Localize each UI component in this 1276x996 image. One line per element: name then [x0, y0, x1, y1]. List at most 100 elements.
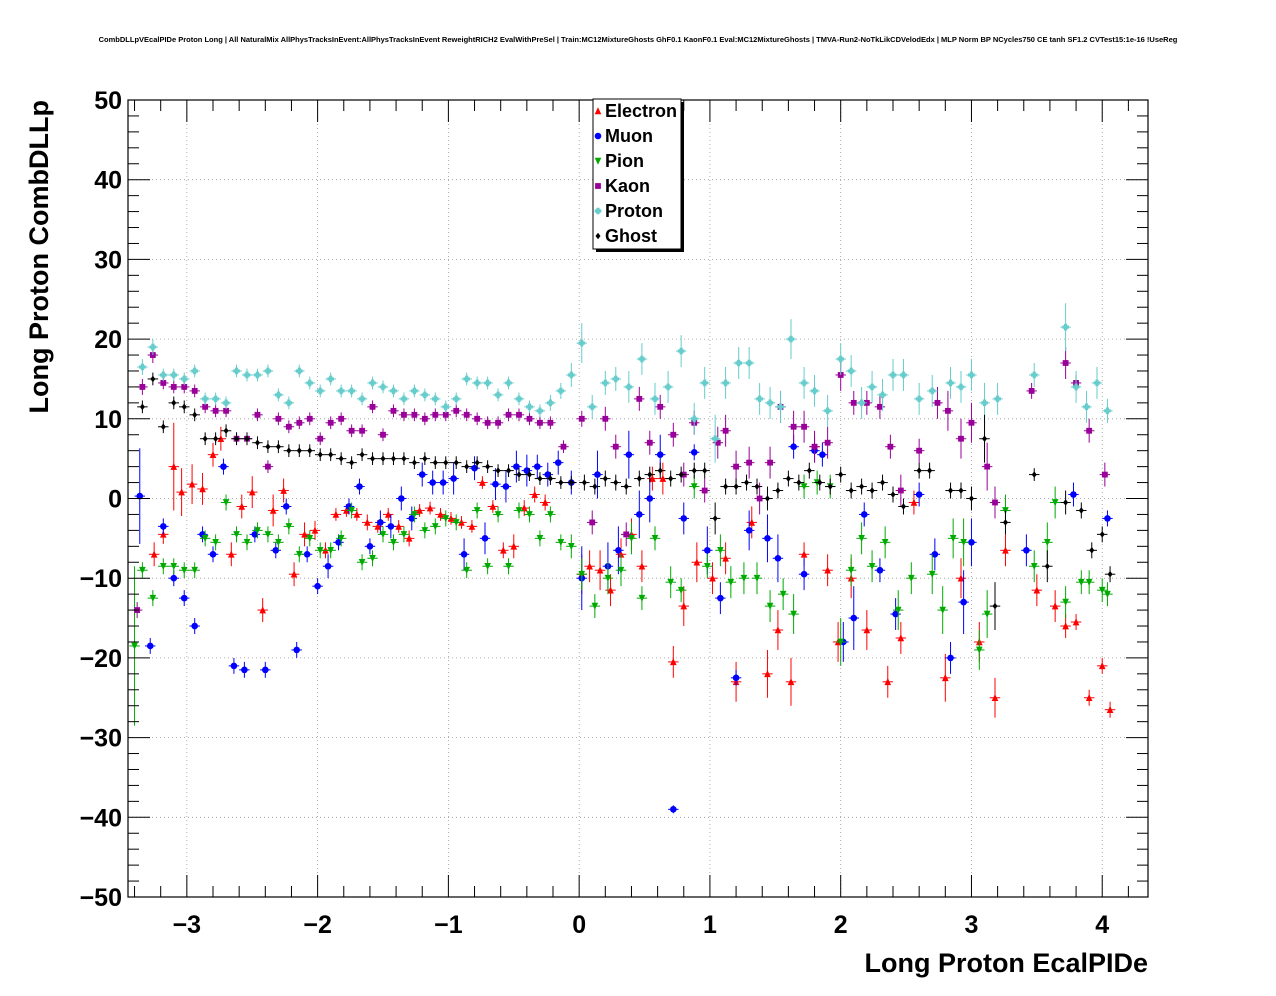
data-point-kaon: [578, 415, 585, 422]
data-point-kaon: [714, 439, 721, 446]
data-point-ghost: [668, 475, 674, 482]
data-point-pion: [1051, 499, 1059, 507]
y-tick-label: 50: [94, 87, 122, 115]
data-point-electron: [942, 674, 949, 682]
data-point-pion: [243, 539, 251, 547]
data-point-proton: [677, 347, 685, 355]
data-point-electron: [1033, 586, 1041, 594]
data-point-kaon: [863, 399, 870, 406]
data-point-proton: [981, 399, 988, 407]
data-point-kaon: [701, 487, 708, 494]
data-point-ghost: [869, 487, 875, 494]
legend-marker-pion: [594, 157, 602, 165]
data-point-muon: [534, 463, 541, 470]
data-point-pion: [868, 562, 876, 571]
data-point-muon: [947, 654, 954, 662]
data-point-pion: [212, 539, 219, 547]
data-point-kaon: [359, 427, 365, 434]
data-point-proton: [358, 395, 366, 403]
data-point-pion: [348, 507, 355, 515]
data-point-proton: [170, 371, 178, 379]
y-tick-label: −30: [80, 725, 122, 753]
data-point-proton: [568, 371, 575, 379]
data-point-proton: [180, 375, 188, 383]
data-point-kaon: [421, 415, 428, 422]
data-point-muon: [704, 547, 711, 554]
data-point-kaon: [1086, 427, 1093, 434]
data-point-electron: [617, 550, 625, 558]
data-point-electron: [290, 570, 298, 578]
data-point-pion: [908, 574, 915, 582]
data-point-muon: [429, 479, 436, 486]
data-point-pion: [191, 566, 198, 575]
data-point-ghost: [359, 451, 365, 458]
data-point-proton: [191, 367, 198, 375]
data-point-electron: [1051, 602, 1059, 610]
x-tick-label: −3: [173, 911, 202, 939]
data-point-kaon: [139, 384, 146, 390]
data-point-kaon: [317, 435, 324, 442]
data-point-pion: [753, 574, 761, 582]
data-point-ghost: [623, 483, 629, 490]
data-point-muon: [450, 475, 457, 482]
data-point-muon: [594, 471, 601, 478]
data-point-kaon: [401, 411, 407, 418]
data-point-kaon: [746, 459, 753, 466]
data-point-kaon: [474, 415, 481, 422]
data-point-kaon: [390, 407, 397, 414]
data-point-proton: [264, 367, 272, 375]
data-points: [129, 303, 1116, 814]
data-point-electron: [596, 566, 604, 574]
data-point-pion: [547, 511, 554, 519]
data-point-pion: [617, 566, 625, 575]
data-point-muon: [335, 539, 342, 546]
data-point-proton: [149, 343, 157, 351]
data-point-ghost: [927, 467, 933, 474]
data-point-pion: [526, 511, 533, 519]
data-point-kaon: [646, 439, 653, 446]
data-point-pion: [949, 535, 957, 543]
data-point-electron: [353, 510, 361, 518]
data-point-kaon: [380, 431, 386, 438]
data-point-muon: [460, 550, 468, 558]
data-point-electron: [188, 480, 196, 488]
data-point-ghost: [495, 467, 501, 474]
data-point-pion: [568, 543, 575, 551]
data-point-proton: [463, 375, 470, 383]
y-tick-label: −10: [80, 565, 122, 593]
data-point-proton: [824, 407, 831, 415]
data-point-pion: [180, 566, 188, 575]
data-point-proton: [473, 379, 481, 387]
data-point-kaon: [265, 463, 271, 470]
data-point-electron: [150, 550, 158, 558]
data-point-proton: [638, 355, 646, 363]
data-point-ghost: [390, 455, 396, 462]
data-point-pion: [717, 547, 724, 555]
data-point-pion: [690, 483, 698, 491]
data-point-ghost: [647, 471, 653, 478]
legend-label-kaon: Kaon: [605, 176, 650, 196]
grid-lines: [128, 99, 1148, 898]
data-point-ghost: [848, 487, 854, 494]
data-point-pion: [285, 523, 293, 531]
data-point-kaon: [505, 411, 512, 418]
series-ghost: [137, 372, 1116, 631]
data-point-muon: [303, 550, 311, 558]
data-point-muon: [554, 459, 562, 466]
legend-marker-muon: [594, 132, 602, 140]
x-tick-label: 1: [703, 911, 717, 939]
data-point-ghost: [432, 459, 438, 466]
data-point-proton: [254, 371, 261, 379]
data-point-pion: [1078, 578, 1085, 586]
data-point-kaon: [824, 439, 831, 446]
data-point-proton: [233, 367, 240, 375]
data-point-kaon: [934, 399, 941, 406]
data-point-electron: [199, 485, 206, 493]
data-point-muon: [790, 443, 797, 450]
data-point-ghost: [139, 403, 145, 411]
data-point-ghost: [702, 467, 708, 474]
data-point-pion: [894, 606, 902, 614]
data-point-proton: [452, 395, 460, 403]
data-point-ghost: [581, 479, 587, 486]
